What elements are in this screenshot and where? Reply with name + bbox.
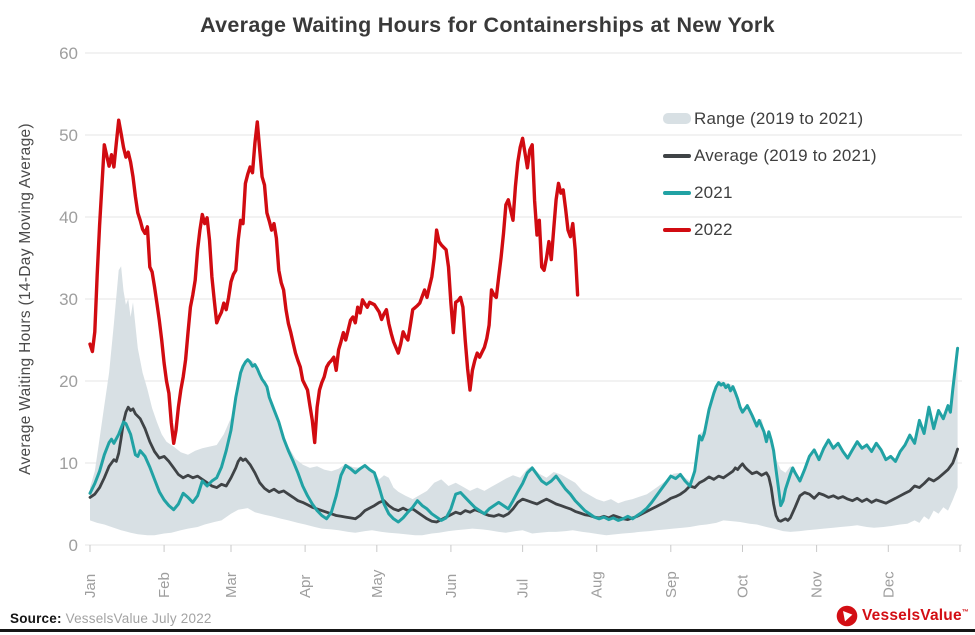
- month-label: Sep: [663, 571, 680, 598]
- month-label: Nov: [809, 571, 826, 598]
- month-label: Mar: [223, 572, 240, 598]
- month-label: Dec: [880, 571, 897, 598]
- y-tick-label: 50: [59, 126, 78, 145]
- source-note: Source: VesselsValue July 2022: [10, 611, 212, 626]
- chart-title: Average Waiting Hours for Containerships…: [200, 13, 775, 37]
- vesselsvalue-logo-text: VesselsValue™: [862, 607, 969, 624]
- legend-item-2022[interactable]: 2022: [663, 211, 877, 248]
- legend-label: Average (2019 to 2021): [694, 145, 877, 165]
- month-label: May: [369, 569, 386, 598]
- month-label: Oct: [735, 574, 752, 598]
- trademark-symbol: ™: [961, 608, 969, 616]
- range-band: [90, 266, 958, 536]
- vesselsvalue-logo: VesselsValue™: [836, 605, 969, 627]
- source-prefix: Source:: [10, 611, 62, 626]
- month-label: Feb: [156, 572, 173, 598]
- month-label: Aug: [589, 571, 606, 598]
- average-line-swatch: [663, 153, 691, 158]
- y-tick-label: 60: [59, 44, 78, 63]
- month-label: Jun: [443, 574, 460, 598]
- series-line-2022: [88, 118, 580, 445]
- chart-legend: Range (2019 to 2021) Average (2019 to 20…: [663, 100, 877, 248]
- line-2021-swatch: [663, 190, 691, 195]
- legend-item-average[interactable]: Average (2019 to 2021): [663, 137, 877, 174]
- y-tick-label: 20: [59, 372, 78, 391]
- source-text: VesselsValue July 2022: [61, 611, 212, 626]
- vesselsvalue-logo-icon: [836, 605, 858, 627]
- month-label: Jul: [515, 579, 532, 598]
- line-2022-swatch: [663, 227, 691, 232]
- y-tick-label: 10: [59, 454, 78, 473]
- bottom-divider: [0, 629, 975, 632]
- legend-label: Range (2019 to 2021): [694, 108, 864, 128]
- month-label: Apr: [297, 575, 314, 598]
- legend-label: 2021: [694, 182, 733, 202]
- month-label: Jan: [82, 574, 99, 598]
- y-tick-label: 0: [69, 536, 78, 555]
- y-tick-label: 40: [59, 208, 78, 227]
- y-tick-label: 30: [59, 290, 78, 309]
- range-band-swatch: [663, 113, 691, 124]
- series-line-2021: [88, 346, 960, 524]
- chart-plot-area: 0 10 20 30 40 50 60 Jan Feb Mar Apr May Jun Jul Aug Sep…: [59, 44, 962, 598]
- legend-item-2021[interactable]: 2021: [663, 174, 877, 211]
- legend-label: 2022: [694, 219, 733, 239]
- legend-item-range[interactable]: Range (2019 to 2021): [663, 100, 877, 137]
- series-line-average-2019-to-2021-: [88, 405, 959, 524]
